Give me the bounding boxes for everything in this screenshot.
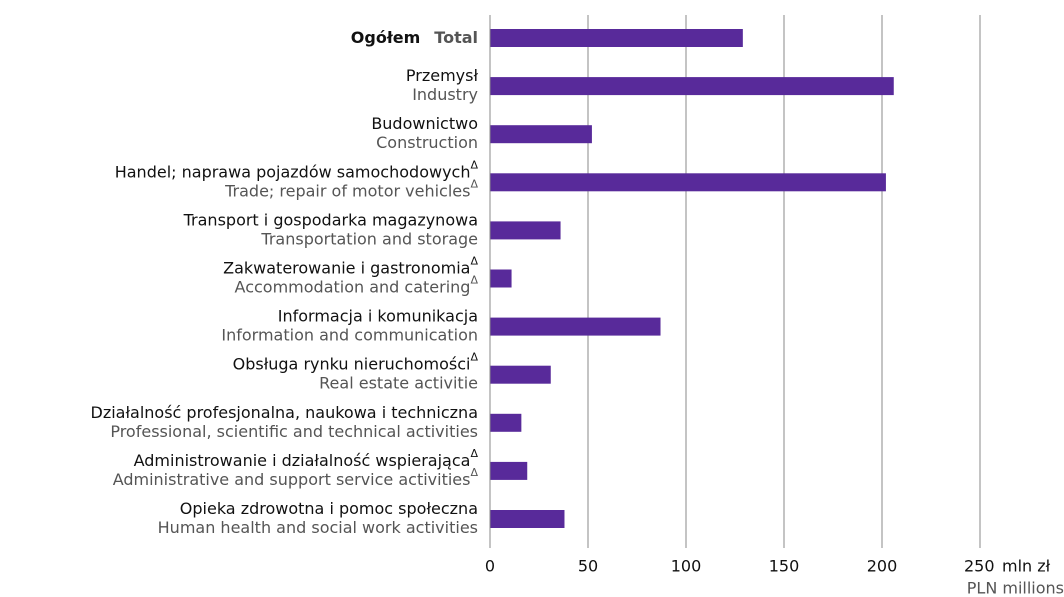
category-label: Information and communication — [221, 325, 478, 344]
bar — [490, 413, 522, 432]
category-label: Przemysł — [406, 66, 479, 85]
category-label: Professional, scientific and technical a… — [110, 421, 478, 440]
category-text: Construction — [376, 133, 478, 152]
category-label: Opieka zdrowotna i pomoc społeczna — [180, 499, 478, 518]
bar — [490, 365, 551, 384]
category-text: Administrative and support service activ… — [113, 469, 471, 488]
category-text: Trade; repair of motor vehicles — [224, 181, 470, 200]
bar — [490, 461, 528, 480]
category-text: Opieka zdrowotna i pomoc społeczna — [180, 499, 478, 518]
category-label: Accommodation and cateringΔ — [235, 274, 479, 297]
category-text: Handel; naprawa pojazdów samochodowych — [115, 162, 471, 181]
bar — [490, 77, 894, 96]
category-text: Budownictwo — [371, 114, 478, 133]
category-label: Administrative and support service activ… — [113, 466, 479, 489]
category-label: Obsługa rynku nieruchomościΔ — [233, 351, 479, 374]
bar — [490, 29, 743, 47]
category-label: Handel; naprawa pojazdów samochodowychΔ — [115, 158, 479, 181]
category-label: Działalność profesjonalna, naukowa i tec… — [91, 402, 479, 421]
bar — [490, 173, 886, 192]
footnote-mark: Δ — [470, 177, 478, 190]
x-unit-en: PLN millions — [967, 579, 1064, 597]
category-label: Transportation and storage — [260, 229, 478, 248]
category-text: Real estate activitie — [319, 373, 478, 392]
category-label: Industry — [412, 85, 478, 104]
category-text: Accommodation and catering — [235, 277, 471, 296]
category-text: Transportation and storage — [260, 229, 478, 248]
category-label: Ogółem Total — [351, 28, 478, 47]
footnote-mark: Δ — [470, 274, 478, 287]
bar — [490, 510, 565, 528]
footnote-mark: Δ — [470, 447, 478, 460]
footnote-mark: Δ — [470, 255, 478, 268]
category-text: Professional, scientific and technical a… — [110, 421, 478, 440]
category-text: Human health and social work activities — [158, 518, 478, 537]
category-text: Administrowanie i działalność wspierając… — [134, 450, 471, 469]
category-text: Przemysł — [406, 66, 479, 85]
category-text: Industry — [412, 85, 478, 104]
x-unit: mln zł — [1002, 557, 1051, 576]
x-tick-label: 100 — [671, 557, 702, 576]
x-tick-label: 200 — [867, 557, 898, 576]
category-text: Information and communication — [221, 325, 478, 344]
bar — [490, 317, 661, 336]
category-label: Real estate activitie — [319, 373, 478, 392]
footnote-mark: Δ — [470, 466, 478, 479]
category-text-en: Total — [434, 28, 478, 47]
x-tick-label: 0 — [485, 557, 495, 576]
bar — [490, 125, 592, 144]
category-label: Human health and social work activities — [158, 518, 478, 537]
footnote-mark: Δ — [470, 158, 478, 171]
category-label: Zakwaterowanie i gastronomiaΔ — [223, 255, 478, 278]
bar — [490, 269, 512, 288]
bar — [490, 221, 561, 240]
category-label: Construction — [376, 133, 478, 152]
x-tick-label: 250 — [964, 557, 995, 576]
category-label: Transport i gospodarka magazynowa — [183, 210, 478, 229]
category-text: Działalność profesjonalna, naukowa i tec… — [91, 402, 479, 421]
category-label: Administrowanie i działalność wspierając… — [134, 447, 479, 470]
category-label: Informacja i komunikacja — [278, 306, 478, 325]
category-text: Transport i gospodarka magazynowa — [183, 210, 478, 229]
category-text: Informacja i komunikacja — [278, 306, 478, 325]
x-tick-label: 150 — [769, 557, 800, 576]
x-tick-label: 50 — [578, 557, 598, 576]
category-label: Budownictwo — [371, 114, 478, 133]
category-text: Ogółem — [351, 28, 421, 47]
category-text: Obsługa rynku nieruchomości — [233, 354, 471, 373]
category-text: Zakwaterowanie i gastronomia — [223, 258, 470, 277]
footnote-mark: Δ — [470, 351, 478, 364]
category-label: Trade; repair of motor vehiclesΔ — [224, 177, 478, 200]
